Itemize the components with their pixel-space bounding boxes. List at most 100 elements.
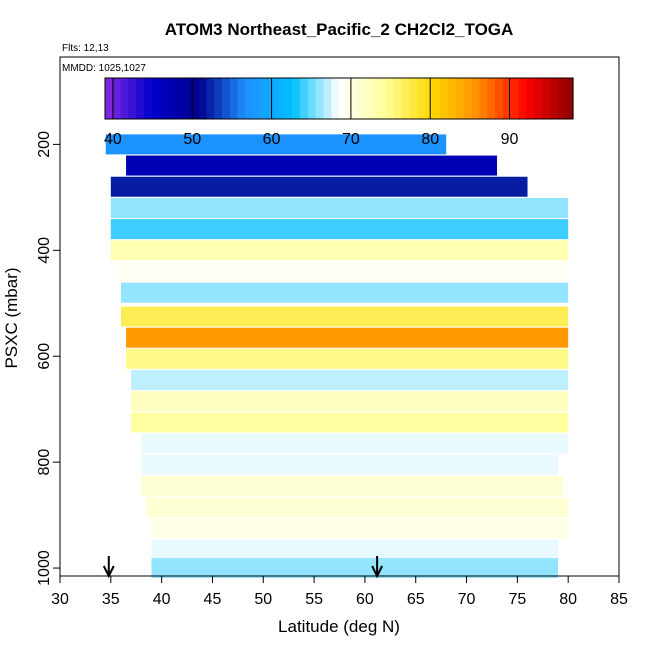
x-tick-label: 85 [610, 591, 628, 608]
colorbar-segment [339, 78, 348, 119]
heatmap-band-2 [110, 176, 528, 197]
heatmap-band-16 [141, 475, 564, 496]
heatmap-cells [105, 134, 569, 579]
colorbar-segment [183, 78, 192, 119]
heatmap-band-8 [120, 306, 569, 327]
y-tick-label: 800 [36, 449, 53, 476]
heatmap-band-20 [151, 558, 559, 579]
chart-title: ATOM3 Northeast_Pacific_2 CH2Cl2_TOGA [165, 20, 514, 39]
colorbar-segment [229, 78, 239, 119]
colorbar-segment [245, 78, 254, 119]
colorbar-segment [495, 78, 504, 119]
colorbar-segment [253, 78, 262, 119]
colorbar-segment [323, 78, 332, 119]
y-tick-label: 600 [36, 343, 53, 370]
plot-frame [59, 56, 620, 577]
heatmap-band-19 [151, 539, 559, 560]
colorbar-tick-label: 80 [421, 131, 439, 148]
colorbar-segment [518, 78, 527, 119]
colorbar-segment [479, 78, 488, 119]
colorbar-segment [222, 78, 231, 119]
colorbar-tick-label: 50 [183, 131, 201, 148]
heatmap-band-4 [110, 219, 569, 240]
colorbar-segment [276, 78, 285, 119]
colorbar-segment [354, 78, 363, 119]
colorbar-segment [526, 78, 535, 119]
heatmap-band-1 [126, 155, 498, 176]
colorbar-segment [112, 78, 122, 119]
colorbar-segment [261, 78, 270, 119]
colorbar-segment [151, 78, 161, 119]
colorbar-segment [190, 78, 200, 119]
colorbar-segment [534, 78, 543, 119]
colorbar-segment [120, 78, 129, 119]
colorbar-segment [167, 78, 176, 119]
colorbar-segment [487, 78, 496, 119]
colorbar-segment [424, 78, 434, 119]
axes: 30 35 40 45 50 55 60 65 70 75 80 85 200 400 600 800 1000 [36, 131, 628, 608]
colorbar-segment [144, 78, 153, 119]
colorbar-segment [362, 78, 371, 119]
colorbar-segment [315, 78, 324, 119]
colorbar-segment [292, 78, 301, 119]
colorbar-tick-label: 70 [342, 131, 360, 148]
heatmap-band-3 [110, 197, 569, 218]
colorbar-segment [510, 78, 519, 119]
colorbar-segment [159, 78, 168, 119]
heatmap-band-10 [126, 348, 569, 369]
x-tick-label: 50 [254, 591, 272, 608]
colorbar-frame [104, 77, 574, 120]
heatmap-band-18 [151, 518, 569, 539]
heatmap-band-7 [120, 282, 569, 303]
x-tick-label: 80 [559, 591, 577, 608]
y-tick-label: 200 [36, 131, 53, 158]
x-tick-label: 35 [102, 591, 120, 608]
colorbar-segment [432, 78, 441, 119]
heatmap-band-13 [131, 412, 569, 433]
colorbar-segment [440, 78, 449, 119]
colorbar-segment [409, 78, 418, 119]
colorbar-segment [214, 78, 223, 119]
colorbar-segment [378, 78, 387, 119]
x-tick-label: 30 [51, 591, 69, 608]
heatmap-band-9 [126, 327, 569, 348]
heatmap-band-6 [115, 261, 569, 282]
colorbar-segment [456, 78, 465, 119]
colorbar-segment [385, 78, 395, 119]
mmdd-annotation: MMDD: 1025,1027 [62, 63, 146, 74]
colorbar-segment [198, 78, 207, 119]
colorbar: 40 50 60 70 80 90 [104, 77, 574, 148]
colorbar-segment [565, 78, 574, 119]
x-tick-label: 75 [508, 591, 526, 608]
colorbar-segment [128, 78, 137, 119]
colorbar-tick-label: 60 [263, 131, 281, 148]
colorbar-segment [175, 78, 184, 119]
heatmap-band-12 [131, 391, 569, 412]
colorbar-tick-label: 90 [501, 131, 519, 148]
colorbar-segment [557, 78, 566, 119]
colorbar-segment [463, 78, 473, 119]
colorbar-segment [300, 78, 309, 119]
colorbar-tick-label: 40 [104, 131, 122, 148]
x-axis-label: Latitude (deg N) [278, 617, 400, 636]
colorbar-segment [105, 78, 114, 119]
colorbar-segment [284, 78, 293, 119]
colorbar-segment [549, 78, 558, 119]
x-tick-label: 45 [204, 591, 222, 608]
heatmap-band-15 [141, 454, 559, 475]
heatmap-band-11 [131, 370, 569, 391]
y-tick-label: 1000 [36, 550, 53, 586]
heatmap-band-14 [141, 433, 569, 454]
colorbar-segment [502, 78, 512, 119]
colorbar-segment [448, 78, 457, 119]
y-axis-label: PSXC (mbar) [2, 267, 21, 368]
x-tick-label: 40 [153, 591, 171, 608]
colorbar-segment [471, 78, 480, 119]
x-tick-label: 70 [458, 591, 476, 608]
heatmap-band-5 [110, 240, 569, 261]
colorbar-segment [401, 78, 410, 119]
colorbar-segment [331, 78, 340, 119]
flights-annotation: Flts: 12,13 [62, 43, 109, 54]
colorbar-segment [268, 78, 278, 119]
colorbar-segment [417, 78, 426, 119]
